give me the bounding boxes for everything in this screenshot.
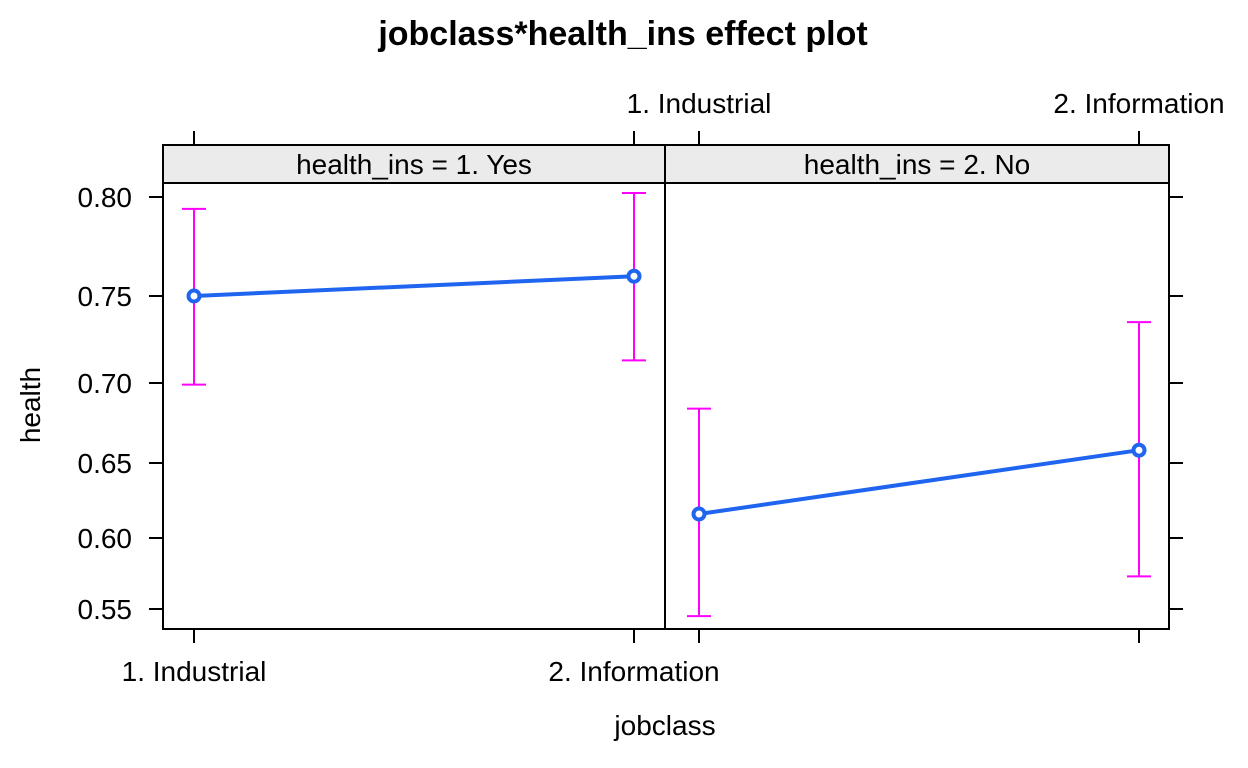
x-axis-label: jobclass — [613, 710, 715, 741]
y-tick-label: 0.60 — [78, 523, 133, 554]
y-tick-label: 0.80 — [78, 182, 133, 213]
x-tick-label: 2. Information — [548, 656, 719, 687]
y-tick-label: 0.75 — [78, 281, 133, 312]
panel-frame — [162, 182, 666, 630]
effect-point — [626, 268, 642, 284]
chart-title: jobclass*health_ins effect plot — [377, 15, 867, 53]
effect-point — [1131, 442, 1147, 458]
y-tick-label: 0.70 — [78, 368, 133, 399]
effect-line — [698, 448, 1140, 516]
panel-strip-label: health_ins = 2. No — [804, 149, 1031, 180]
panel-strip-label: health_ins = 1. Yes — [296, 149, 532, 180]
x-tick-label-top: 1. Industrial — [627, 88, 772, 119]
x-tick-label-top: 2. Information — [1053, 88, 1224, 119]
y-tick-label: 0.55 — [78, 594, 133, 625]
panel-frame — [664, 182, 1170, 630]
y-tick-label: 0.65 — [78, 448, 133, 479]
effect-line — [193, 274, 635, 298]
x-tick-label: 1. Industrial — [122, 656, 267, 687]
effect-point — [691, 506, 707, 522]
y-axis-label: health — [15, 367, 46, 443]
effect-point — [186, 288, 202, 304]
panel-strip — [162, 144, 666, 184]
